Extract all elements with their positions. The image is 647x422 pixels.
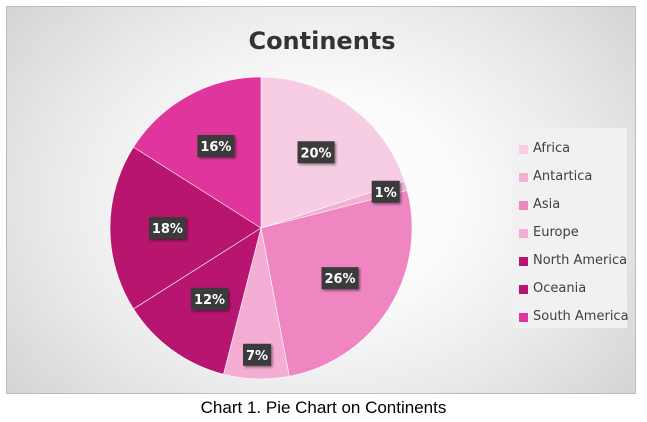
legend-swatch <box>519 173 528 182</box>
data-label-text: 20% <box>300 146 331 161</box>
legend-item-europe: Europe <box>513 224 627 244</box>
legend-label: Asia <box>533 197 561 212</box>
data-label-text: 1% <box>375 186 397 201</box>
legend-label: Africa <box>533 141 571 156</box>
legend-item-asia: Asia <box>513 196 627 216</box>
data-label-africa: 20% <box>297 141 335 164</box>
data-label-box <box>243 343 272 366</box>
data-label-north-america: 12% <box>191 287 229 310</box>
chart-legend: Africa Antartica Asia Europe North America Oc… <box>513 128 629 328</box>
legend-item-antartica: Antartica <box>513 168 627 188</box>
legend-label: Oceania <box>533 281 587 296</box>
pie-chart: 20% 1% 26% 7% 12% 18% 16% <box>109 76 413 380</box>
data-label-box <box>148 217 186 239</box>
chart-title: Continents <box>248 27 396 55</box>
legend-swatch <box>519 201 528 210</box>
legend-item-africa: Africa <box>513 140 627 160</box>
legend-label: North America <box>533 253 628 268</box>
figure-caption: Chart 1. Pie Chart on Continents <box>200 398 447 417</box>
data-label-text: 18% <box>152 222 183 237</box>
legend-swatch <box>519 257 528 266</box>
legend-swatch <box>519 285 528 294</box>
data-label-box <box>321 267 359 290</box>
data-label-europe: 7% <box>243 343 272 366</box>
pie-data-labels: 20% 1% 26% 7% 12% 18% 16% <box>148 134 400 366</box>
data-label-text: 12% <box>194 293 225 308</box>
data-label-antartica: 1% <box>371 180 400 203</box>
chart-area: Continents 20% 1% 26% 7% 12% 18% 16% Africa Ant… <box>6 6 636 394</box>
data-label-oceania: 18% <box>148 217 186 239</box>
data-label-asia: 26% <box>321 267 359 290</box>
legend-label: Antartica <box>533 169 593 184</box>
legend-item-oceania: Oceania <box>513 280 627 300</box>
data-label-box <box>297 141 335 164</box>
data-label-box <box>197 134 235 157</box>
legend-swatch <box>519 313 528 322</box>
legend-swatch <box>519 229 528 238</box>
data-label-text: 7% <box>246 349 268 364</box>
legend-label: South America <box>533 309 629 324</box>
data-label-south-america: 16% <box>197 134 235 157</box>
data-label-box <box>191 287 229 310</box>
legend-swatch <box>519 145 528 154</box>
legend-item-north-america: North America <box>513 252 627 272</box>
data-label-text: 16% <box>200 140 231 155</box>
pie-slice-south-america <box>133 76 262 229</box>
data-label-box <box>371 180 400 203</box>
data-label-text: 26% <box>324 272 355 287</box>
legend-item-south-america: South America <box>513 308 629 328</box>
legend-label: Europe <box>533 225 579 240</box>
